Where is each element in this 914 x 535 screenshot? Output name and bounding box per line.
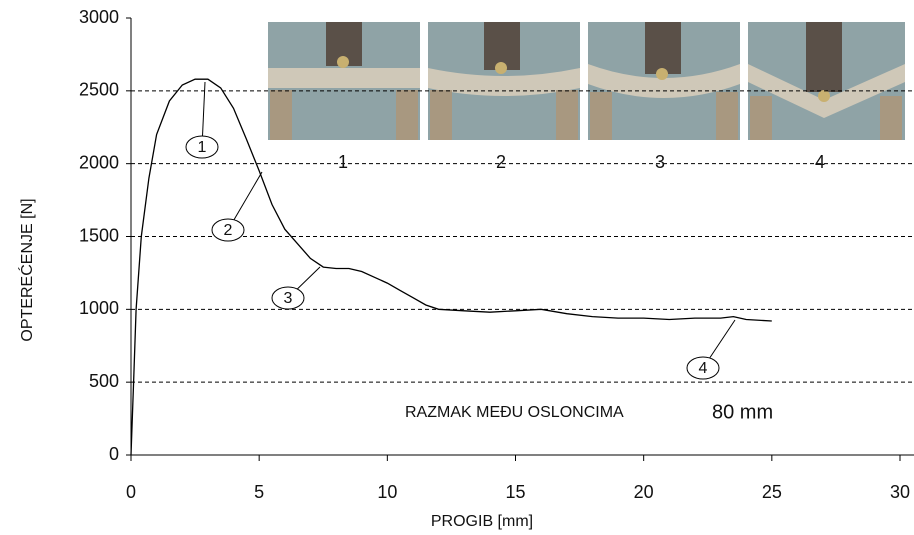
y-tick-label: 1500 [79,225,119,245]
marker-label: 2 [224,222,233,239]
x-tick-label: 20 [634,482,654,502]
marker-circle [686,356,720,380]
marker-label: 1 [198,139,207,156]
x-tick-label: 30 [890,482,910,502]
leader-line [233,171,263,221]
photo-label: 1 [338,152,348,172]
photos [268,22,905,140]
x-tick-label: 5 [254,482,264,502]
y-tick-label: 2500 [79,80,119,100]
photo [268,22,420,140]
marker-label: 4 [699,360,708,377]
marker-circle [185,135,219,159]
photo-label: 3 [655,152,665,172]
marker-label: 3 [284,290,293,307]
y-axis-label: OPTEREĆENJE [N] [17,198,36,341]
y-tick-label: 2000 [79,152,119,172]
marker-circle [271,286,305,310]
photo [428,22,580,140]
annotation: RAZMAK MEĐU OSLONCIMA [405,404,624,421]
photo [748,22,905,140]
photo-label: 4 [815,152,825,172]
marker-circle [211,218,245,242]
leader-line [708,319,736,360]
line [130,78,772,456]
photo [588,22,740,140]
y-tick-label: 0 [109,444,119,464]
y-tick-label: 1000 [79,298,119,318]
leader-line [295,266,321,291]
y-tick-label: 500 [89,371,119,391]
y-tick-label: 3000 [79,7,119,27]
x-tick-label: 15 [505,482,525,502]
x-axis-label: PROGIB [mm] [431,513,533,530]
x-tick-label: 10 [377,482,397,502]
leader-line [202,81,206,137]
x-tick-label: 25 [762,482,782,502]
photo-label: 2 [496,152,506,172]
annotation: 80 mm [712,401,773,423]
x-tick-label: 0 [126,482,136,502]
